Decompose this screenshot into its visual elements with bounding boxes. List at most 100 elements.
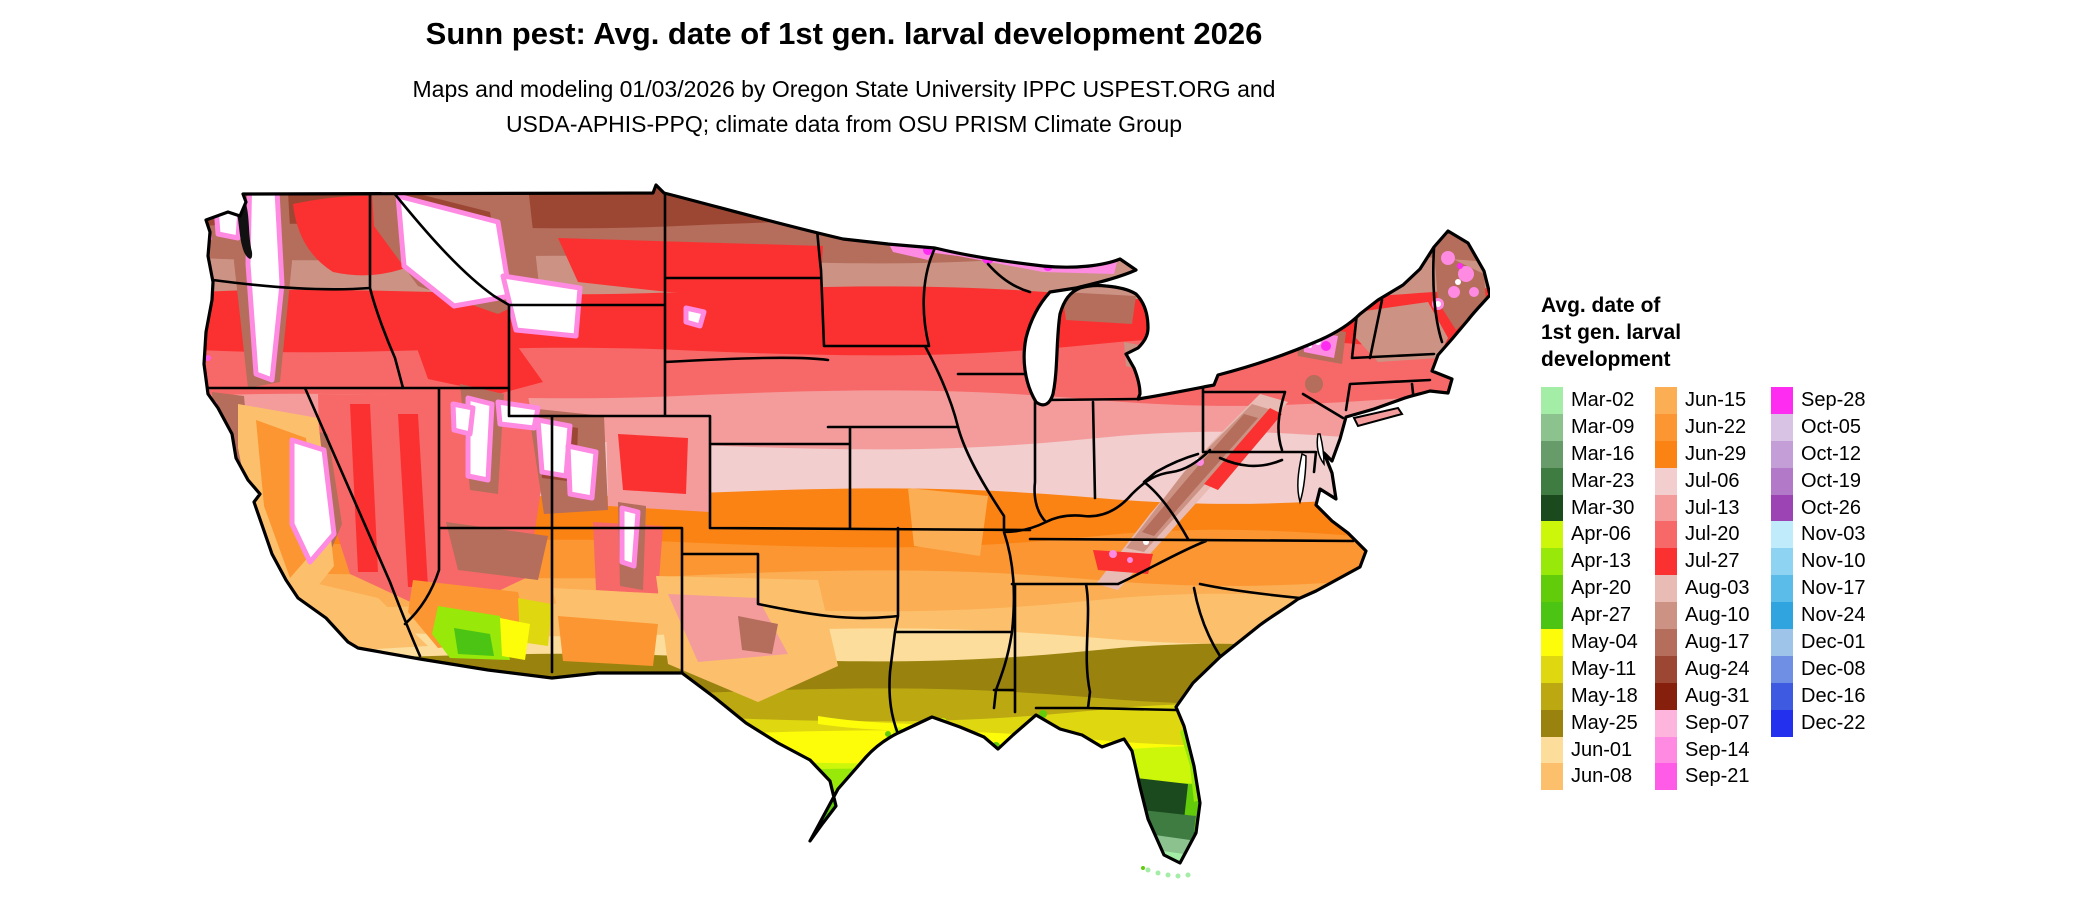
subtitle-line-1: Maps and modeling 01/03/2026 by Oregon S… bbox=[412, 76, 1276, 102]
legend-entry-label: Oct-05 bbox=[1801, 415, 1862, 438]
legend-entry-label: Mar-02 bbox=[1571, 388, 1635, 411]
map-subtitle: Maps and modeling 01/03/2026 by Oregon S… bbox=[198, 72, 1490, 142]
legend-color-swatch bbox=[1655, 682, 1677, 710]
legend-entry: Aug-17 bbox=[1655, 629, 1771, 656]
legend-entry: Nov-17 bbox=[1771, 575, 1881, 603]
legend-entry: Jul-27 bbox=[1655, 548, 1771, 576]
legend-color-swatch bbox=[1771, 440, 1793, 468]
legend-entry: Mar-23 bbox=[1541, 467, 1655, 495]
legend-color-swatch bbox=[1771, 521, 1793, 549]
legend-color-swatch bbox=[1655, 440, 1677, 468]
legend-color-swatch bbox=[1541, 387, 1563, 414]
legend-entry: Jun-29 bbox=[1655, 440, 1771, 468]
legend-color-swatch bbox=[1541, 602, 1563, 630]
legend-entry: Nov-03 bbox=[1771, 521, 1881, 549]
legend-color-swatch bbox=[1655, 494, 1677, 522]
legend-entry-label: Sep-28 bbox=[1801, 388, 1866, 411]
legend-entry: Apr-06 bbox=[1541, 521, 1655, 549]
legend-entry-label: Nov-24 bbox=[1801, 604, 1866, 627]
legend-entry-label: Sep-21 bbox=[1685, 765, 1750, 788]
legend-color-swatch bbox=[1771, 602, 1793, 630]
conus-map bbox=[198, 142, 1492, 892]
state-borders bbox=[206, 191, 1444, 736]
legend-entry: Aug-31 bbox=[1655, 682, 1771, 710]
legend-entry-label: Mar-23 bbox=[1571, 469, 1635, 492]
legend-entry: Jul-06 bbox=[1655, 467, 1771, 495]
legend-column-1: Mar-02 Mar-09 Mar-16 Mar-23 Mar-30 Apr-06 Apr-… bbox=[1541, 387, 1655, 791]
legend-color-swatch bbox=[1655, 629, 1677, 656]
legend-entry-label: Nov-03 bbox=[1801, 523, 1866, 546]
legend-entry: May-04 bbox=[1541, 629, 1655, 656]
legend-entry-label: Jun-29 bbox=[1685, 442, 1747, 465]
legend-entry: Apr-27 bbox=[1541, 602, 1655, 630]
legend-entry-label: Apr-13 bbox=[1571, 550, 1632, 573]
legend-entry-label: Sep-14 bbox=[1685, 738, 1750, 761]
legend-entry-label: Jun-08 bbox=[1571, 765, 1633, 788]
legend-entry-label: Aug-17 bbox=[1685, 630, 1750, 653]
legend-entry-label: Jun-22 bbox=[1685, 415, 1747, 438]
coastal-details bbox=[1141, 406, 1404, 879]
legend-entry-label: Jun-01 bbox=[1571, 738, 1633, 761]
legend-entry: Oct-12 bbox=[1771, 440, 1881, 468]
legend-title-line-2: 1st gen. larval bbox=[1541, 321, 1682, 344]
legend-entry: Jun-01 bbox=[1541, 736, 1655, 764]
legend-entry-label: Oct-12 bbox=[1801, 442, 1862, 465]
legend-entry-label: Aug-31 bbox=[1685, 684, 1750, 707]
legend-color-swatch bbox=[1771, 548, 1793, 576]
legend-entry: Oct-19 bbox=[1771, 467, 1881, 495]
legend-entry-label: Nov-10 bbox=[1801, 550, 1866, 573]
legend-entry: Oct-05 bbox=[1771, 413, 1881, 441]
legend-color-swatch bbox=[1541, 736, 1563, 764]
legend-color-swatch bbox=[1541, 494, 1563, 522]
legend-color-swatch bbox=[1771, 387, 1793, 414]
delaware-bay bbox=[1316, 433, 1325, 467]
legend-entry: Aug-24 bbox=[1655, 655, 1771, 683]
legend-entry: Dec-01 bbox=[1771, 629, 1881, 656]
legend-entry: Jun-15 bbox=[1655, 387, 1771, 414]
long-island bbox=[1352, 406, 1404, 428]
legend-entry-label: Nov-17 bbox=[1801, 577, 1866, 600]
us-choropleth-map bbox=[202, 183, 1492, 879]
legend-color-swatch bbox=[1541, 467, 1563, 495]
legend-color-swatch bbox=[1541, 655, 1563, 683]
legend-color-swatch bbox=[1655, 467, 1677, 495]
legend-color-swatch bbox=[1655, 413, 1677, 441]
legend-entry: Oct-26 bbox=[1771, 494, 1881, 522]
legend-color-swatch bbox=[1771, 655, 1793, 683]
legend-entry-label: May-11 bbox=[1571, 657, 1637, 680]
legend-entry: Aug-10 bbox=[1655, 602, 1771, 630]
legend-entry: May-11 bbox=[1541, 655, 1655, 683]
legend-entry: Dec-08 bbox=[1771, 655, 1881, 683]
legend-color-swatch bbox=[1541, 575, 1563, 603]
legend-entry-label: Jul-06 bbox=[1685, 469, 1740, 492]
legend-entry: Mar-02 bbox=[1541, 387, 1655, 414]
legend-color-swatch bbox=[1655, 575, 1677, 603]
legend-color-swatch bbox=[1771, 413, 1793, 441]
legend-color-swatch bbox=[1655, 709, 1677, 737]
legend-color-swatch bbox=[1771, 709, 1793, 737]
legend-columns: Mar-02 Mar-09 Mar-16 Mar-23 Mar-30 Apr-06 Apr-… bbox=[1541, 387, 2081, 791]
legend-entry: Nov-10 bbox=[1771, 548, 1881, 576]
legend-color-swatch bbox=[1541, 413, 1563, 441]
legend-entry-label: Aug-03 bbox=[1685, 577, 1750, 600]
legend-entry: Apr-13 bbox=[1541, 548, 1655, 576]
legend-entry-label: Apr-06 bbox=[1571, 523, 1632, 546]
legend-color-swatch bbox=[1771, 629, 1793, 656]
legend-entry-label: Oct-26 bbox=[1801, 496, 1862, 519]
chesapeake-bay bbox=[1297, 452, 1307, 505]
legend-entry-label: Sep-07 bbox=[1685, 711, 1750, 734]
legend-entry: Sep-07 bbox=[1655, 709, 1771, 737]
legend-entry-label: Dec-22 bbox=[1801, 711, 1866, 734]
legend-entry-label: Jun-15 bbox=[1685, 388, 1747, 411]
legend-color-swatch bbox=[1541, 548, 1563, 576]
legend-color-swatch bbox=[1655, 602, 1677, 630]
legend-entry-label: Apr-27 bbox=[1571, 604, 1632, 627]
legend-entry-label: Mar-09 bbox=[1571, 415, 1635, 438]
legend-entry: Dec-16 bbox=[1771, 682, 1881, 710]
legend-entry-label: Aug-10 bbox=[1685, 604, 1750, 627]
legend-title: Avg. date of 1st gen. larval development bbox=[1541, 292, 2081, 373]
legend-color-swatch bbox=[1541, 440, 1563, 468]
legend-entry-label: Dec-01 bbox=[1801, 630, 1866, 653]
legend-entry-label: May-18 bbox=[1571, 684, 1638, 707]
